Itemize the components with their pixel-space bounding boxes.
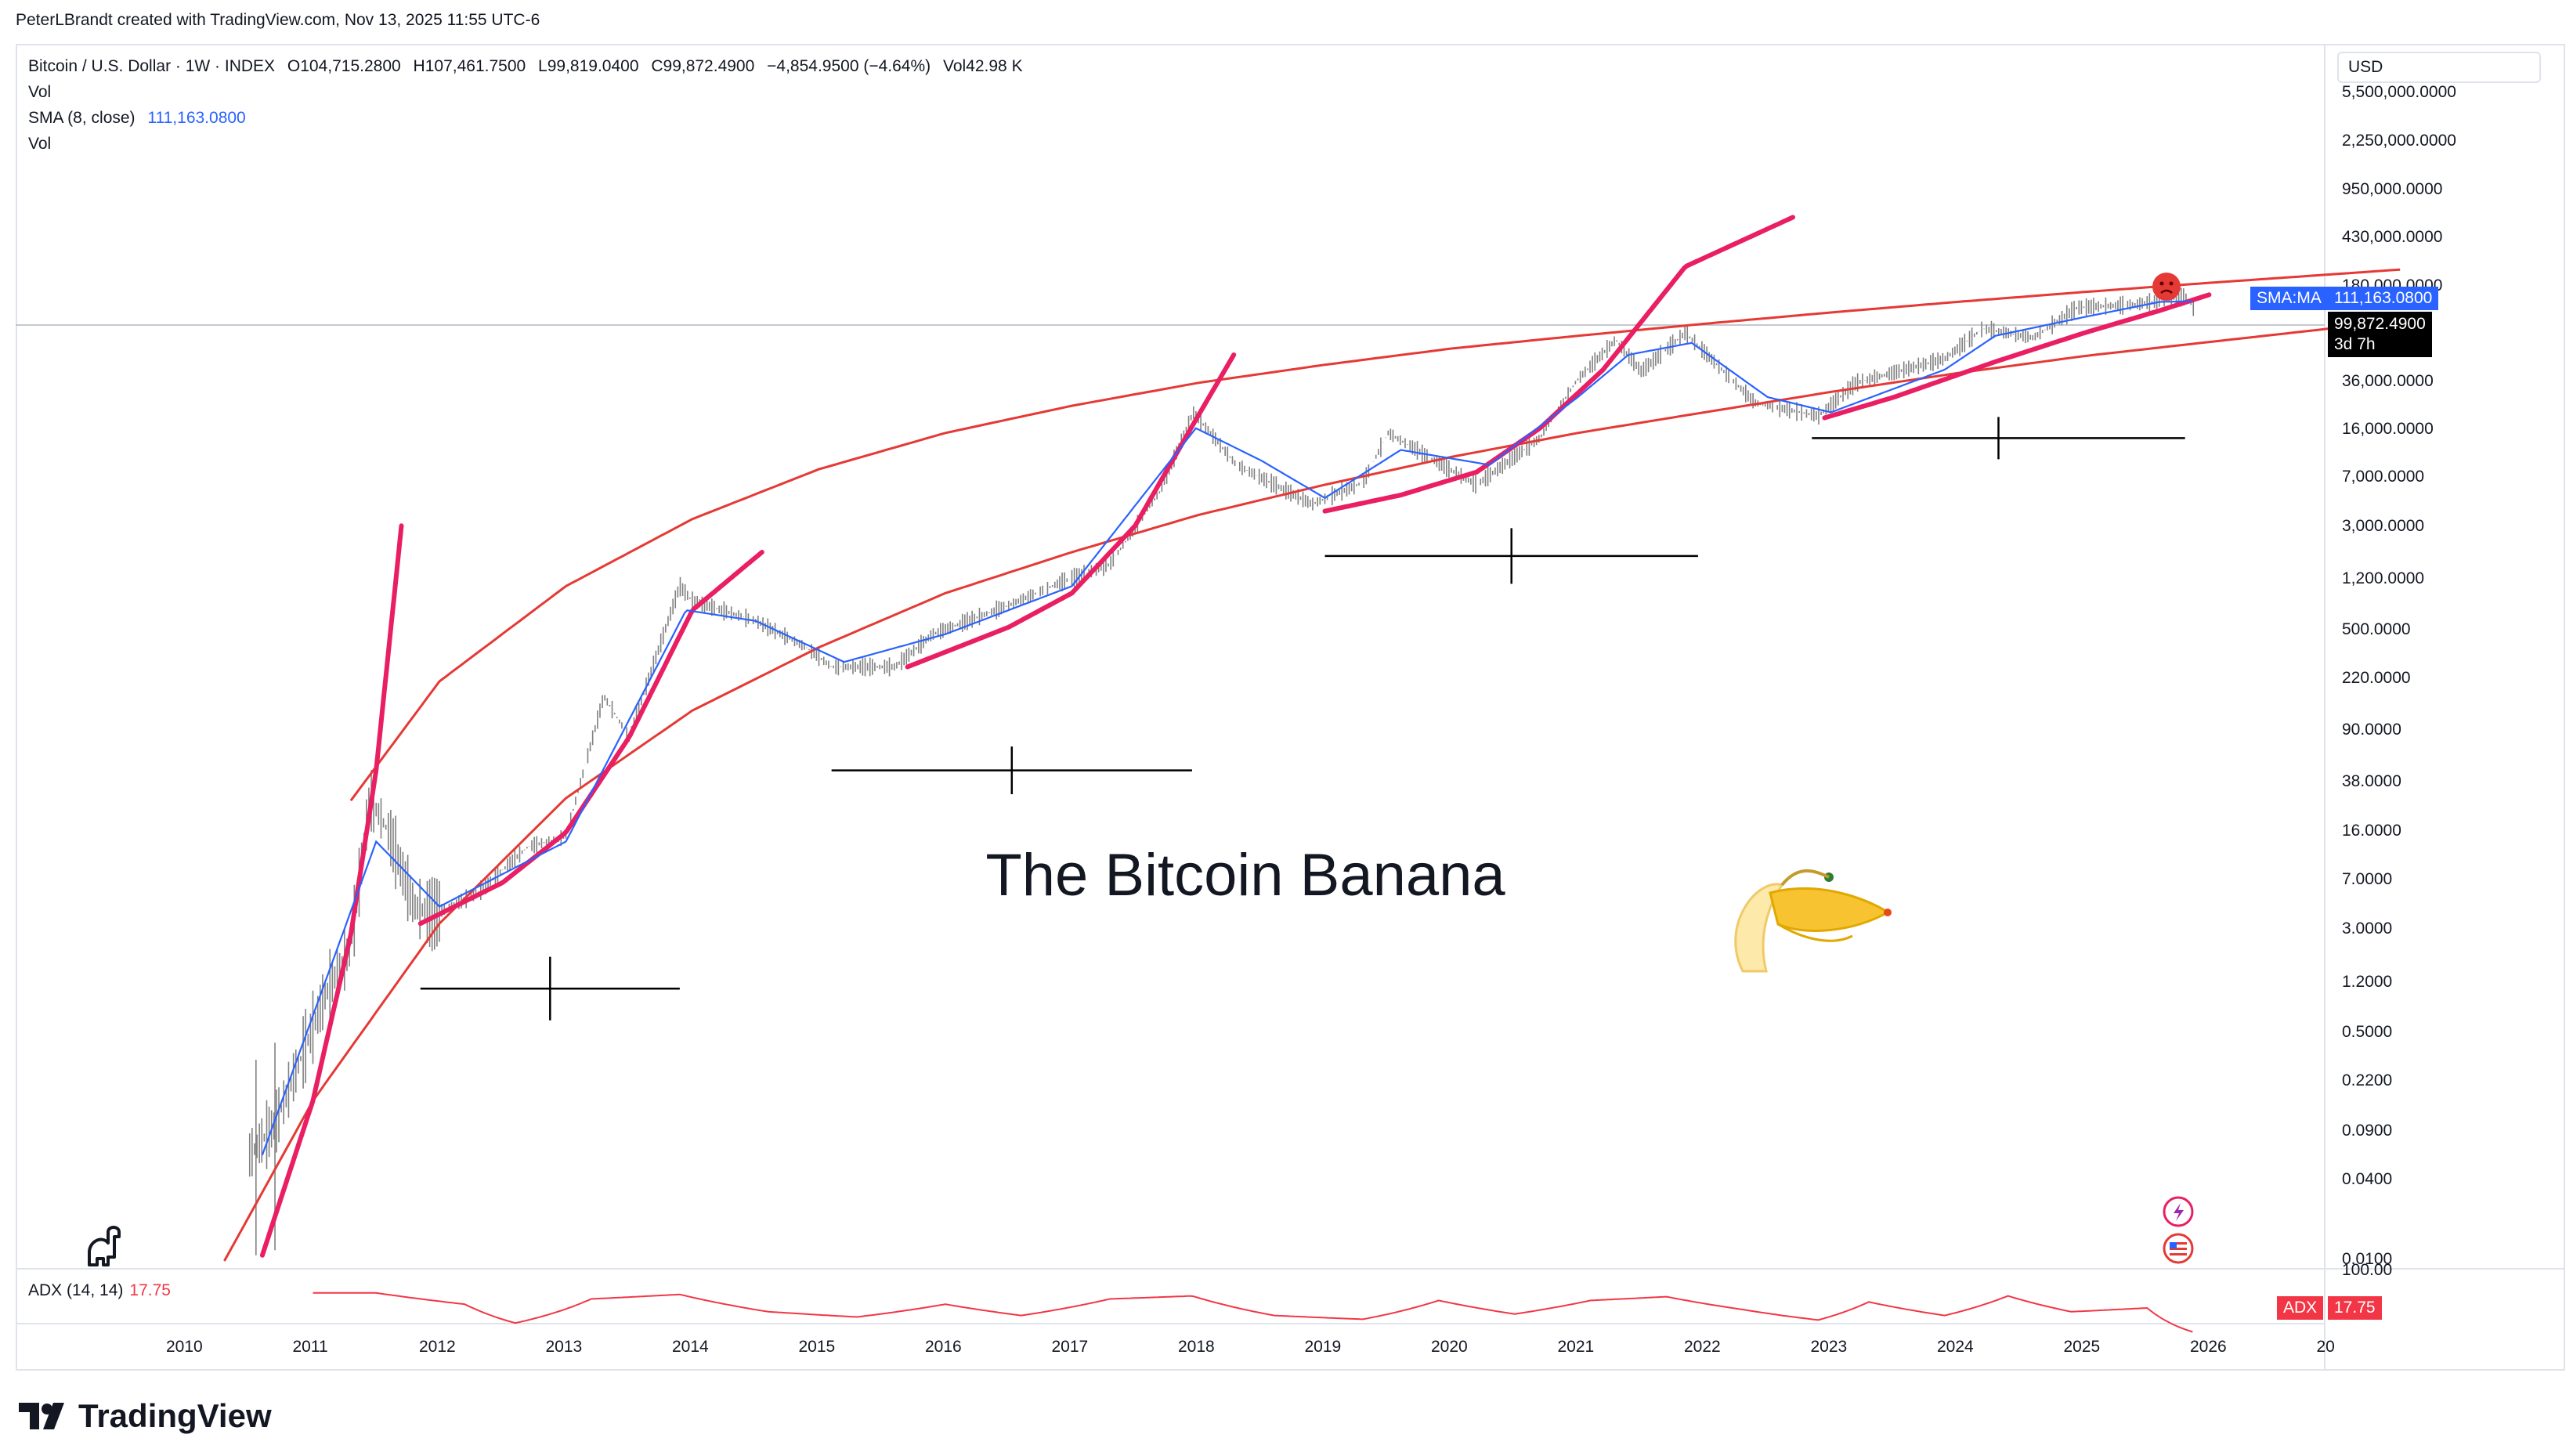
time-tick-label: 2023 [1810,1338,1848,1356]
sma-tag-name: SMA:MA [2250,287,2328,310]
sma-line [261,300,2193,1156]
price-tick-label: 1,200.0000 [2342,569,2425,587]
candles [248,287,2195,1255]
price-tick-label: 7,000.0000 [2342,468,2425,486]
adx-axis-top: 100.00 [2342,1261,2393,1279]
price-tick-label: 0.5000 [2342,1023,2393,1041]
price-tick-label: 500.0000 [2342,620,2411,638]
legend-volume: Vol42.98 K [942,57,1023,75]
crosshair-markers [420,417,2185,1021]
dinosaur-icon [88,1226,121,1266]
currency-selector[interactable]: USD [2337,52,2541,83]
legend-high: H107,461.7500 [413,57,526,75]
legend-change: −4,854.9500 (−4.64%) [767,57,931,75]
lower-channel-line [223,320,2401,1262]
time-tick-label: 2026 [2190,1338,2227,1356]
time-tick-label: 2025 [2063,1338,2101,1356]
legend-close: C99,872.4900 [651,57,755,75]
credit-line: PeterLBrandt created with TradingView.co… [16,11,540,29]
price-tick-label: 0.0400 [2342,1170,2393,1188]
legend-sma-row[interactable]: SMA (8, close) 111,163.0800 [28,105,1023,131]
separators [16,45,2565,1369]
legend-vol-1[interactable]: Vol [28,83,52,101]
parabolic-arc [1822,292,2212,421]
legend-ohlc-row: Bitcoin / U.S. Dollar · 1W · INDEX O104,… [28,53,1023,79]
price-tick-label: 220.0000 [2342,669,2411,687]
time-tick-label: 2012 [419,1338,456,1356]
banana-icon [1734,869,1892,973]
time-tick-label: 2018 [1178,1338,1215,1356]
time-tick-label: 2011 [292,1338,328,1356]
upper-channel-line [349,268,2401,802]
adx-tag-value: 17.75 [2328,1296,2382,1320]
channel-lines [223,268,2401,1262]
parabolic-arc [417,550,764,927]
price-tick-label: 36,000.0000 [2342,372,2434,390]
time-tick-label: 2020 [1431,1338,1468,1356]
time-tick-label: 20 [2316,1338,2335,1356]
time-tick-label: 2019 [1304,1338,1342,1356]
time-tick-label: 2010 [166,1338,203,1356]
time-tick-label: 2016 [925,1338,962,1356]
time-tick-label: 2014 [672,1338,709,1356]
tradingview-logo-icon [19,1403,64,1429]
adx-pane [313,1292,2193,1333]
legend-vol-2[interactable]: Vol [28,135,52,153]
brand-name: TradingView [78,1397,272,1434]
legend-sma-label: SMA (8, close) [28,109,136,127]
sma-tag-value: 111,163.0800 [2328,287,2439,310]
legend-symbol[interactable]: Bitcoin / U.S. Dollar · 1W · INDEX [28,57,276,75]
time-tick-label: 2022 [1684,1338,1721,1356]
time-tick-label: 2021 [1557,1338,1595,1356]
price-tick-label: 7.0000 [2342,870,2393,888]
price-tick-label: 430,000.0000 [2342,228,2443,246]
price-tick-label: 0.2200 [2342,1071,2393,1089]
price-tick-label: 5,500,000.0000 [2342,83,2456,101]
sma-path [261,300,2193,1156]
time-tick-label: 2024 [1937,1338,1974,1356]
legend-sma-value: 111,163.0800 [147,109,246,127]
price-tick-label: 0.0900 [2342,1122,2393,1140]
price-tag-time: 3d 7h [2334,335,2376,353]
price-tick-label: 38.0000 [2342,772,2401,790]
price-tick-label: 16.0000 [2342,822,2401,840]
price-tick-label: 1.2000 [2342,973,2393,991]
time-tick-label: 2013 [545,1338,583,1356]
price-tag: 99,872.4900 3d 7h [2328,312,2432,357]
adx-label: ADX (14, 14) [28,1281,124,1299]
time-tick-label: 2015 [798,1338,836,1356]
adx-tag-name: ADX [2277,1296,2324,1320]
price-tick-label: 0.0100 [2342,1250,2393,1268]
price-tick-label: 950,000.0000 [2342,180,2443,198]
chart-frame [16,44,2565,1371]
adx-line [313,1292,2193,1333]
annotation-title: The Bitcoin Banana [985,842,1505,909]
legend-low: L99,819.0400 [538,57,639,75]
parabolic-arc [259,523,404,1258]
price-tick-label: 16,000.0000 [2342,420,2434,438]
time-tick-label: 2017 [1051,1338,1089,1356]
price-tick-label: 3,000.0000 [2342,517,2425,535]
us-flag-icon[interactable] [2163,1233,2194,1264]
parabolic-arc [905,352,1237,670]
adx-value: 17.75 [129,1281,171,1299]
price-tag-value: 99,872.4900 [2334,315,2426,333]
price-tick-label: 3.0000 [2342,919,2393,938]
parabolic-arcs [259,215,2212,1258]
price-tick-label: 90.0000 [2342,721,2401,739]
sad-face-icon[interactable] [2152,273,2181,301]
brand-footer[interactable]: TradingView [19,1397,272,1435]
legend-open: O104,715.2800 [287,57,401,75]
price-tick-label: 2,250,000.0000 [2342,132,2456,150]
adx-legend[interactable]: ADX (14, 14) 17.75 [28,1281,171,1300]
chart-legend: Bitcoin / U.S. Dollar · 1W · INDEX O104,… [28,53,1023,157]
lightning-icon[interactable] [2163,1196,2194,1227]
